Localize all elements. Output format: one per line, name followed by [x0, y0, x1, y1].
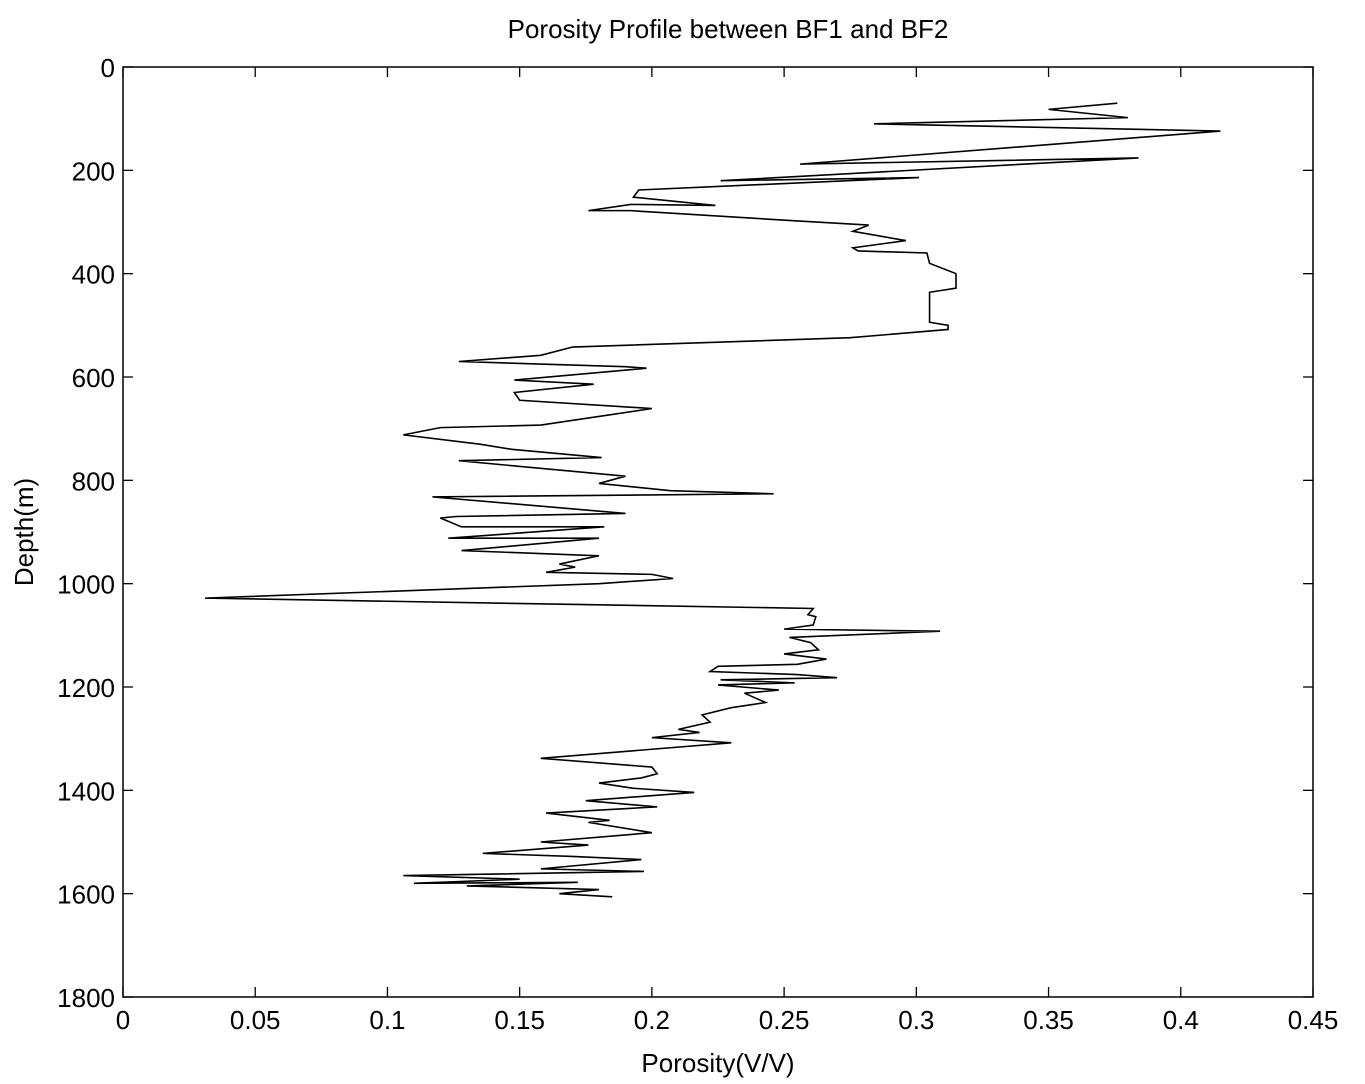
y-tick-label: 1800: [57, 983, 115, 1013]
y-axis-ticks: [123, 66, 1313, 998]
plot-area-frame: [122, 66, 1314, 998]
x-tick-label: 0.2: [634, 1005, 670, 1035]
y-tick-label: 1400: [57, 776, 115, 806]
x-tick-label: 0.35: [1023, 1005, 1074, 1035]
y-tick-label: 1000: [57, 570, 115, 600]
x-tick-label: 0.3: [898, 1005, 934, 1035]
porosity-profile-line: [204, 102, 1221, 898]
x-tick-label: 0: [116, 1005, 130, 1035]
x-tick-label: 0.4: [1163, 1005, 1199, 1035]
y-axis-tick-labels: 0 200 400 600 800 1000 1200 1400 1600 1800: [57, 53, 115, 1013]
x-tick-label: 0.1: [369, 1005, 405, 1035]
x-axis-label: Porosity(V/V): [641, 1048, 794, 1078]
x-axis-ticks: [122, 67, 1314, 997]
chart-title: Porosity Profile between BF1 and BF2: [508, 14, 949, 44]
y-tick-label: 200: [72, 156, 115, 186]
y-tick-label: 600: [72, 363, 115, 393]
y-tick-label: 800: [72, 466, 115, 496]
y-tick-label: 1200: [57, 673, 115, 703]
y-axis-label: Depth(m): [9, 478, 39, 586]
x-tick-label: 0.45: [1288, 1005, 1339, 1035]
y-tick-label: 0: [101, 53, 115, 83]
y-tick-label: 1600: [57, 880, 115, 910]
x-axis-tick-labels: 0 0.05 0.1 0.15 0.2 0.25 0.3 0.35 0.4 0.45: [116, 1005, 1339, 1035]
x-tick-label: 0.05: [230, 1005, 281, 1035]
y-tick-label: 400: [72, 260, 115, 290]
x-tick-label: 0.15: [494, 1005, 545, 1035]
x-tick-label: 0.25: [759, 1005, 810, 1035]
